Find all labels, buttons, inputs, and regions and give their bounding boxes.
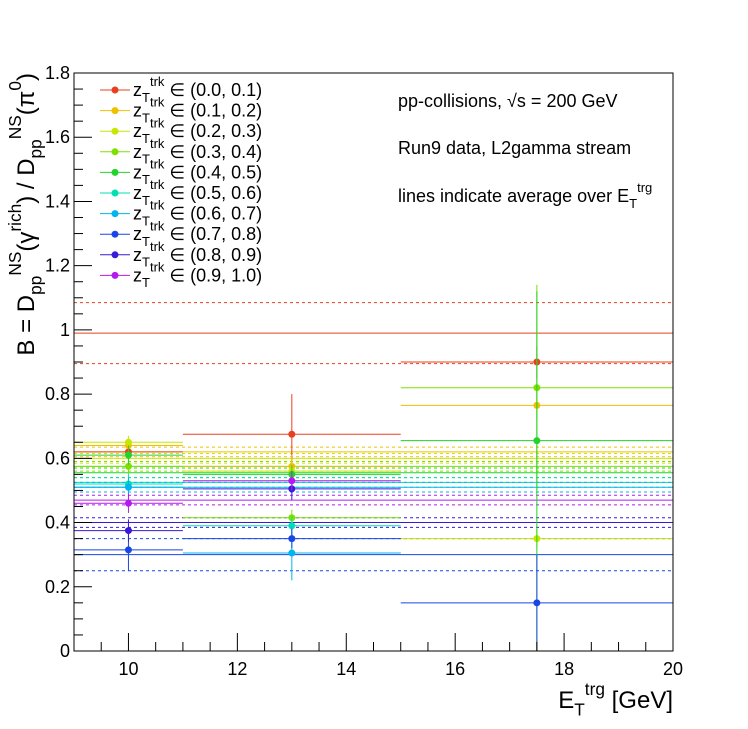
data-point (124, 451, 132, 459)
data-series (74, 284, 673, 651)
x-tick-label: 20 (663, 659, 683, 679)
legend-item: zTtrk ∈ (0.5, 0.6) (100, 177, 262, 208)
data-point (124, 462, 132, 470)
legend-label: zTtrk ∈ (0.2, 0.3) (133, 115, 262, 146)
legend-label: zTtrk ∈ (0.1, 0.2) (133, 95, 262, 126)
legend-item: zTtrk ∈ (0.4, 0.5) (100, 157, 262, 188)
legend-item: zTtrk ∈ (0.8, 0.9) (100, 239, 262, 270)
legend-label: zTtrk ∈ (0.4, 0.5) (133, 157, 262, 188)
y-tick-label: 0 (60, 641, 70, 661)
data-point (288, 535, 296, 543)
legend-item: zTtrk ∈ (0.1, 0.2) (100, 95, 262, 126)
data-point (533, 599, 541, 607)
series-7 (74, 528, 673, 651)
x-tick-label: 16 (445, 659, 465, 679)
annotation-text: pp-collisions, √s = 200 GeV (398, 91, 618, 111)
annotations: pp-collisions, √s = 200 GeV Run9 data, L2… (398, 91, 652, 211)
y-tick-label: 0.4 (45, 513, 70, 533)
legend-label: zTtrk ∈ (0.3, 0.4) (133, 136, 262, 167)
legend-item: zTtrk ∈ (0.0, 0.1) (100, 74, 262, 105)
legend-label: zTtrk ∈ (0.6, 0.7) (133, 198, 262, 229)
data-point (288, 477, 296, 485)
data-point (124, 527, 132, 535)
data-point (124, 483, 132, 491)
legend-label: zTtrk ∈ (0.9, 1.0) (133, 260, 262, 291)
legend-item: zTtrk ∈ (0.7, 0.8) (100, 218, 262, 249)
legend-label: zTtrk ∈ (0.8, 0.9) (133, 239, 262, 270)
legend-item: zTtrk ∈ (0.2, 0.3) (100, 115, 262, 146)
y-tick-label: 1.4 (45, 191, 70, 211)
data-point (533, 437, 541, 445)
y-tick-label: 1 (60, 320, 70, 340)
legend: zTtrk ∈ (0.0, 0.1)zTtrk ∈ (0.1, 0.2)zTtr… (100, 74, 262, 290)
legend-label: zTtrk ∈ (0.0, 0.1) (133, 74, 262, 105)
legend-item: zTtrk ∈ (0.6, 0.7) (100, 198, 262, 229)
legend-marker (111, 127, 119, 135)
x-tick-label: 18 (554, 659, 574, 679)
y-tick-label: 1.2 (45, 256, 70, 276)
y-tick-label: 0.6 (45, 448, 70, 468)
data-point (288, 549, 296, 557)
data-point (124, 438, 132, 446)
legend-marker (111, 189, 119, 197)
legend-marker (111, 86, 119, 94)
y-tick-label: 0.2 (45, 577, 70, 597)
x-tick-label: 10 (118, 659, 138, 679)
y-axis-title: B = DppNS(γrich) / DppNS(π0) (5, 73, 46, 356)
legend-marker (111, 210, 119, 218)
y-tick-label: 0.8 (45, 384, 70, 404)
axes: 10 12 14 16 18 20 0 0.2 0.4 0.6 0.8 1 1.2 1.4 1.6 1.8 (45, 63, 683, 679)
legend-marker (111, 230, 119, 238)
y-tick-label: 1.6 (45, 127, 70, 147)
legend-marker (111, 168, 119, 176)
x-tick-label: 12 (227, 659, 247, 679)
data-point (288, 430, 296, 438)
legend-marker (111, 271, 119, 279)
legend-marker (111, 107, 119, 115)
legend-item: zTtrk ∈ (0.3, 0.4) (100, 136, 262, 167)
legend-label: zTtrk ∈ (0.5, 0.6) (133, 177, 262, 208)
legend-marker (111, 148, 119, 156)
legend-marker (111, 251, 119, 259)
data-point (124, 546, 132, 554)
x-tick-label: 14 (336, 659, 356, 679)
average-lines (74, 302, 673, 572)
legend-label: zTtrk ∈ (0.7, 0.8) (133, 218, 262, 249)
y-tick-label: 1.8 (45, 63, 70, 83)
series-9 (74, 471, 401, 513)
legend-item: zTtrk ∈ (0.9, 1.0) (100, 260, 262, 291)
axis-titles: ETtrg [GeV] B = DppNS(γrich) / DppNS(π0) (5, 73, 673, 720)
x-axis-title: ETtrg [GeV] (558, 679, 673, 720)
annotation-text: lines indicate average over ETtrg (398, 180, 652, 211)
data-point (124, 499, 132, 507)
annotation-text: Run9 data, L2gamma stream (398, 138, 631, 158)
